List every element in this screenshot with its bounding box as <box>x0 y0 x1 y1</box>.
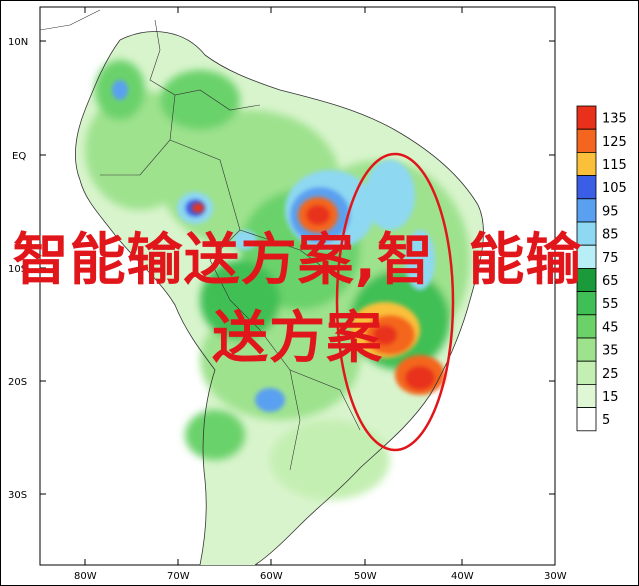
legend-swatch-75 <box>576 244 597 269</box>
lon-label-70w: 70W <box>167 571 190 582</box>
lat-label-20s: 20S <box>8 377 27 388</box>
legend-label-135: 135 <box>602 112 627 127</box>
coastlines <box>40 9 484 565</box>
legend-swatch-125 <box>576 128 597 153</box>
legend-label-65: 65 <box>602 274 619 289</box>
lat-label-10n: 10N <box>8 37 28 48</box>
legend-swatch-35 <box>576 337 597 362</box>
color-legend: 135 125 115 105 95 85 75 65 55 45 35 25 15 5 <box>576 105 627 432</box>
legend-label-105: 105 <box>602 181 627 196</box>
legend-swatch-5 <box>576 407 597 432</box>
lat-label-eq: EQ <box>12 151 26 162</box>
legend-swatch-135 <box>576 105 597 130</box>
lon-label-40w: 40W <box>451 571 474 582</box>
lon-label-80w: 80W <box>74 571 97 582</box>
lon-label-60w: 60W <box>260 571 283 582</box>
lat-label-30s: 30S <box>8 490 27 501</box>
legend-swatch-115 <box>576 151 597 176</box>
legend-swatch-25 <box>576 360 597 385</box>
legend-label-75: 75 <box>602 251 619 266</box>
legend-label-125: 125 <box>602 135 627 150</box>
legend-label-5: 5 <box>602 413 610 428</box>
lon-ticks <box>84 7 556 565</box>
legend-label-95: 95 <box>602 204 619 219</box>
highlight-circle <box>335 152 455 452</box>
lat-label-10s: 10S <box>8 264 27 275</box>
legend-label-55: 55 <box>602 297 619 312</box>
lon-label-50w: 50W <box>354 571 377 582</box>
legend-label-35: 35 <box>602 344 619 359</box>
lon-label-30w: 30W <box>544 571 567 582</box>
legend-swatch-85 <box>576 221 597 246</box>
legend-label-115: 115 <box>602 158 627 173</box>
precipitation-field <box>75 31 484 565</box>
legend-label-85: 85 <box>602 228 619 243</box>
legend-swatch-105 <box>576 175 597 200</box>
legend-label-25: 25 <box>602 367 619 382</box>
legend-label-15: 15 <box>602 390 619 405</box>
lat-ticks <box>40 40 555 495</box>
legend-swatch-15 <box>576 383 597 408</box>
legend-swatch-95 <box>576 198 597 223</box>
legend-swatch-45 <box>576 314 597 339</box>
legend-swatch-55 <box>576 291 597 316</box>
legend-label-45: 45 <box>602 320 619 335</box>
legend-swatch-65 <box>576 267 597 292</box>
